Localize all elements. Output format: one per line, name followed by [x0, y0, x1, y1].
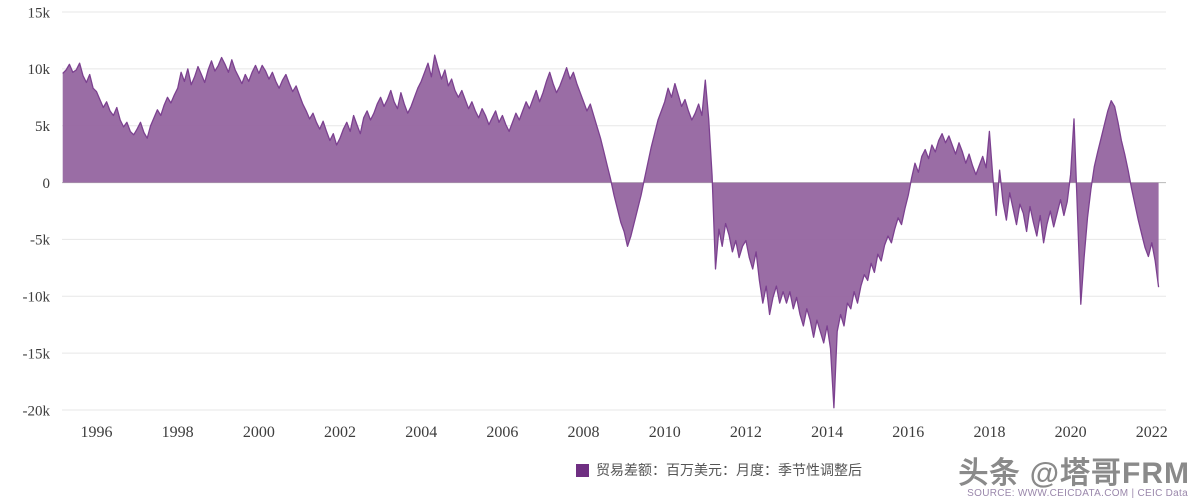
legend-label: 贸易差额：百万美元：月度：季节性调整后: [596, 462, 862, 478]
legend: 贸易差额：百万美元：月度：季节性调整后: [576, 460, 862, 480]
x-tick-label: 2016: [892, 424, 924, 441]
x-tick-label: 2006: [486, 424, 518, 441]
y-tick-label: 15k: [28, 5, 51, 21]
y-tick-label: -20k: [23, 403, 51, 419]
y-tick-label: -10k: [23, 290, 51, 306]
y-tick-label: 5k: [35, 119, 51, 135]
x-tick-label: 2008: [568, 424, 600, 441]
x-tick-label: 2002: [324, 424, 356, 441]
series-line: [62, 54, 1160, 409]
x-tick-label: 1998: [162, 424, 194, 441]
x-tick-label: 2018: [973, 424, 1005, 441]
x-tick-label: 2012: [730, 424, 762, 441]
y-tick-label: 0: [43, 176, 51, 192]
x-tick-label: 2010: [649, 424, 681, 441]
x-tick-label: 1996: [81, 424, 113, 441]
x-tick-label: 2000: [243, 424, 275, 441]
x-tick-label: 2020: [1055, 424, 1087, 441]
watermark-text: 头条 @塔哥FRM: [958, 457, 1190, 490]
legend-swatch-icon: [576, 463, 589, 477]
x-tick-label: 2004: [405, 424, 437, 441]
source-attribution: SOURCE: WWW.CEICDATA.COM | CEIC Data: [967, 488, 1188, 499]
y-tick-label: 10k: [28, 62, 51, 78]
y-tick-label: -15k: [23, 346, 51, 362]
series-area: [62, 55, 1159, 408]
y-tick-label: -5k: [30, 233, 50, 249]
x-tick-label: 2014: [811, 424, 843, 441]
x-tick-label: 2022: [1136, 424, 1168, 441]
